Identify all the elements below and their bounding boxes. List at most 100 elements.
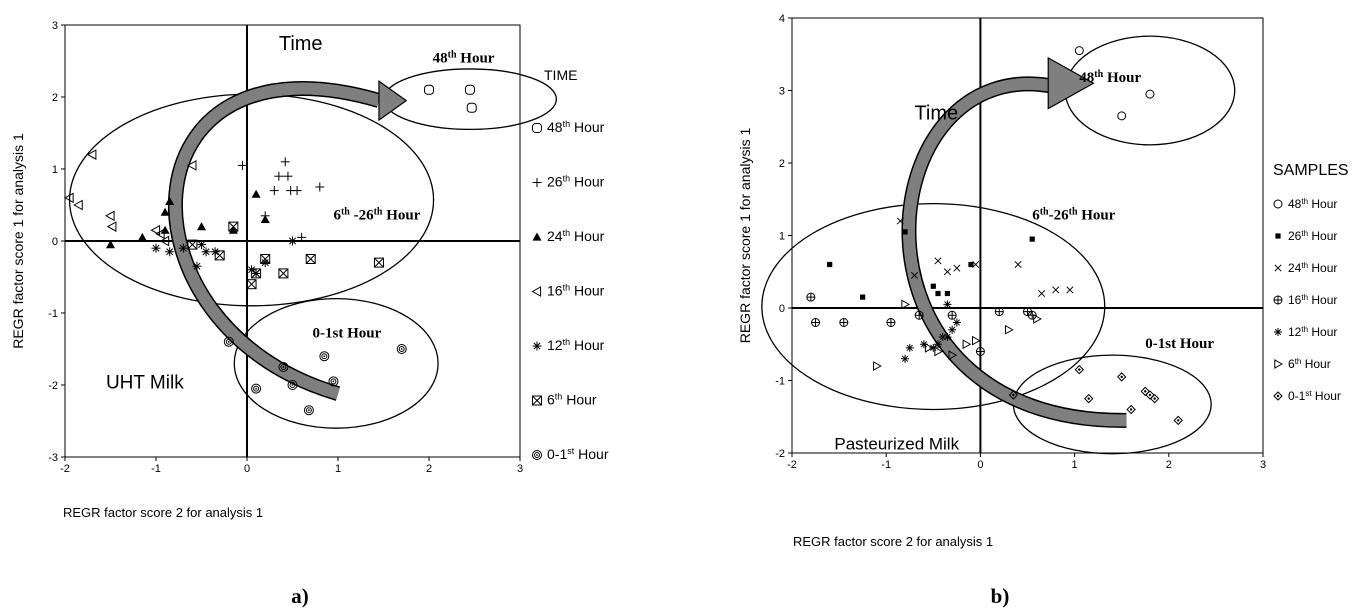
legend-item-48th-hour: 48th Hour [1273,197,1337,211]
data-point [278,268,289,279]
chart-pasteurized-milk: -2 -1 0 1 2 3 -2 -1 0 1 2 3 4 REGR factor score 2 for… [737,13,1349,549]
legend-label: 48th Hour [547,119,605,135]
legend-item-24th-hour: 24th Hour [1274,261,1337,275]
data-point [305,254,316,264]
data-point [86,149,97,160]
data-point [159,235,170,247]
data-point [165,196,175,205]
x-tick-label: 3 [1260,459,1266,471]
data-point [1014,260,1022,269]
legend-item-16th-hour: 16th Hour [531,283,605,299]
data-point [214,250,225,261]
data-point [260,214,270,223]
milk-type-annotation: Pasteurized Milk [834,434,959,453]
x-tick-label: 2 [1166,459,1172,471]
data-point [278,362,289,372]
legend-item-26th-hour: 26th Hour [532,174,605,190]
legend-marker [1273,391,1283,401]
data-point [106,221,117,232]
data-point [943,300,952,309]
data-point [178,243,188,253]
legend-marker [1274,359,1284,369]
time-arrow-body [169,82,381,400]
data-point [1074,364,1085,375]
y-axis-label: REGR factor score 1 for analysis 1 [10,133,26,349]
group-label-0-1h: 0-1st Hour [313,325,382,341]
milk-type-annotation: UHT Milk [106,373,184,394]
data-point [283,171,293,181]
data-point [287,380,298,390]
y-tick-label: 4 [779,13,785,25]
legend-item-12th-hour: 12th Hour [532,337,605,353]
data-point [910,271,919,279]
data-point [944,290,951,297]
legend-label: 6th Hour [547,392,597,408]
legend-item-12th-hour: 12th Hour [1274,325,1337,340]
legend-title: SAMPLES [1273,162,1349,179]
data-point [1145,89,1155,99]
series-6th-hour [187,221,384,290]
y-tick-label: -2 [775,448,785,460]
data-point [1052,286,1060,294]
x-axis-label: REGR factor score 2 for analysis 1 [793,534,993,549]
data-point [251,189,261,198]
data-point [464,84,475,95]
series-26th-hour [237,157,325,242]
group-label-6-26h: 6th -26th Hour [333,206,420,224]
data-point [1066,286,1074,294]
data-point [328,376,339,387]
data-point [197,240,206,250]
data-point [106,240,115,249]
data-point [223,336,234,347]
data-point [1149,393,1160,404]
data-point [197,222,206,231]
data-point [104,210,115,222]
data-point [952,318,961,327]
y-tick-label: 3 [779,86,785,98]
legend-item-48th-hour: 48th Hour [532,119,605,135]
data-point [192,261,202,271]
data-point [934,346,944,357]
x-tick-label: 1 [335,463,341,475]
data-point [968,261,974,268]
y-tick-label: 0 [52,236,58,248]
data-point [201,247,211,257]
data-point [901,299,911,310]
legend-label: 0-1st Hour [1288,389,1341,404]
data-point [73,199,83,211]
data-point [228,225,238,234]
data-point [873,361,882,371]
data-point [1074,46,1084,56]
data-point [948,325,957,334]
y-tick-label: -2 [48,380,58,392]
legend-label: 26th Hour [1288,229,1337,244]
legend-label: 12th Hour [1288,325,1337,340]
data-point [902,229,908,235]
data-point [319,351,330,362]
group-label-48h: 48th Hour [1079,68,1141,86]
legend-item-6th-hour: 6th Hour [1274,357,1331,371]
data-point [303,405,314,416]
group-label-6-26h: 6th-26th Hour [1032,206,1116,224]
y-tick-label: 0 [779,303,785,315]
data-point [288,236,297,246]
data-point [953,264,961,272]
data-point [424,84,434,95]
y-tick-label: -1 [775,376,785,388]
data-point [930,283,936,289]
legend-marker [1274,328,1282,336]
data-point [165,247,175,257]
data-point [1033,314,1042,324]
group-ellipse-0-1h [233,297,439,429]
y-tick-label: -1 [48,308,58,320]
legend-item-26th-hour: 26th Hour [1275,229,1337,244]
data-point [1029,236,1035,242]
time-annotation: Time [914,103,958,125]
data-point [160,207,170,216]
x-tick-label: 1 [1072,459,1078,471]
data-point [466,102,477,113]
legend-item-16th-hour: 16th Hour [1273,293,1337,307]
data-point [1038,289,1046,298]
data-point [943,333,952,341]
